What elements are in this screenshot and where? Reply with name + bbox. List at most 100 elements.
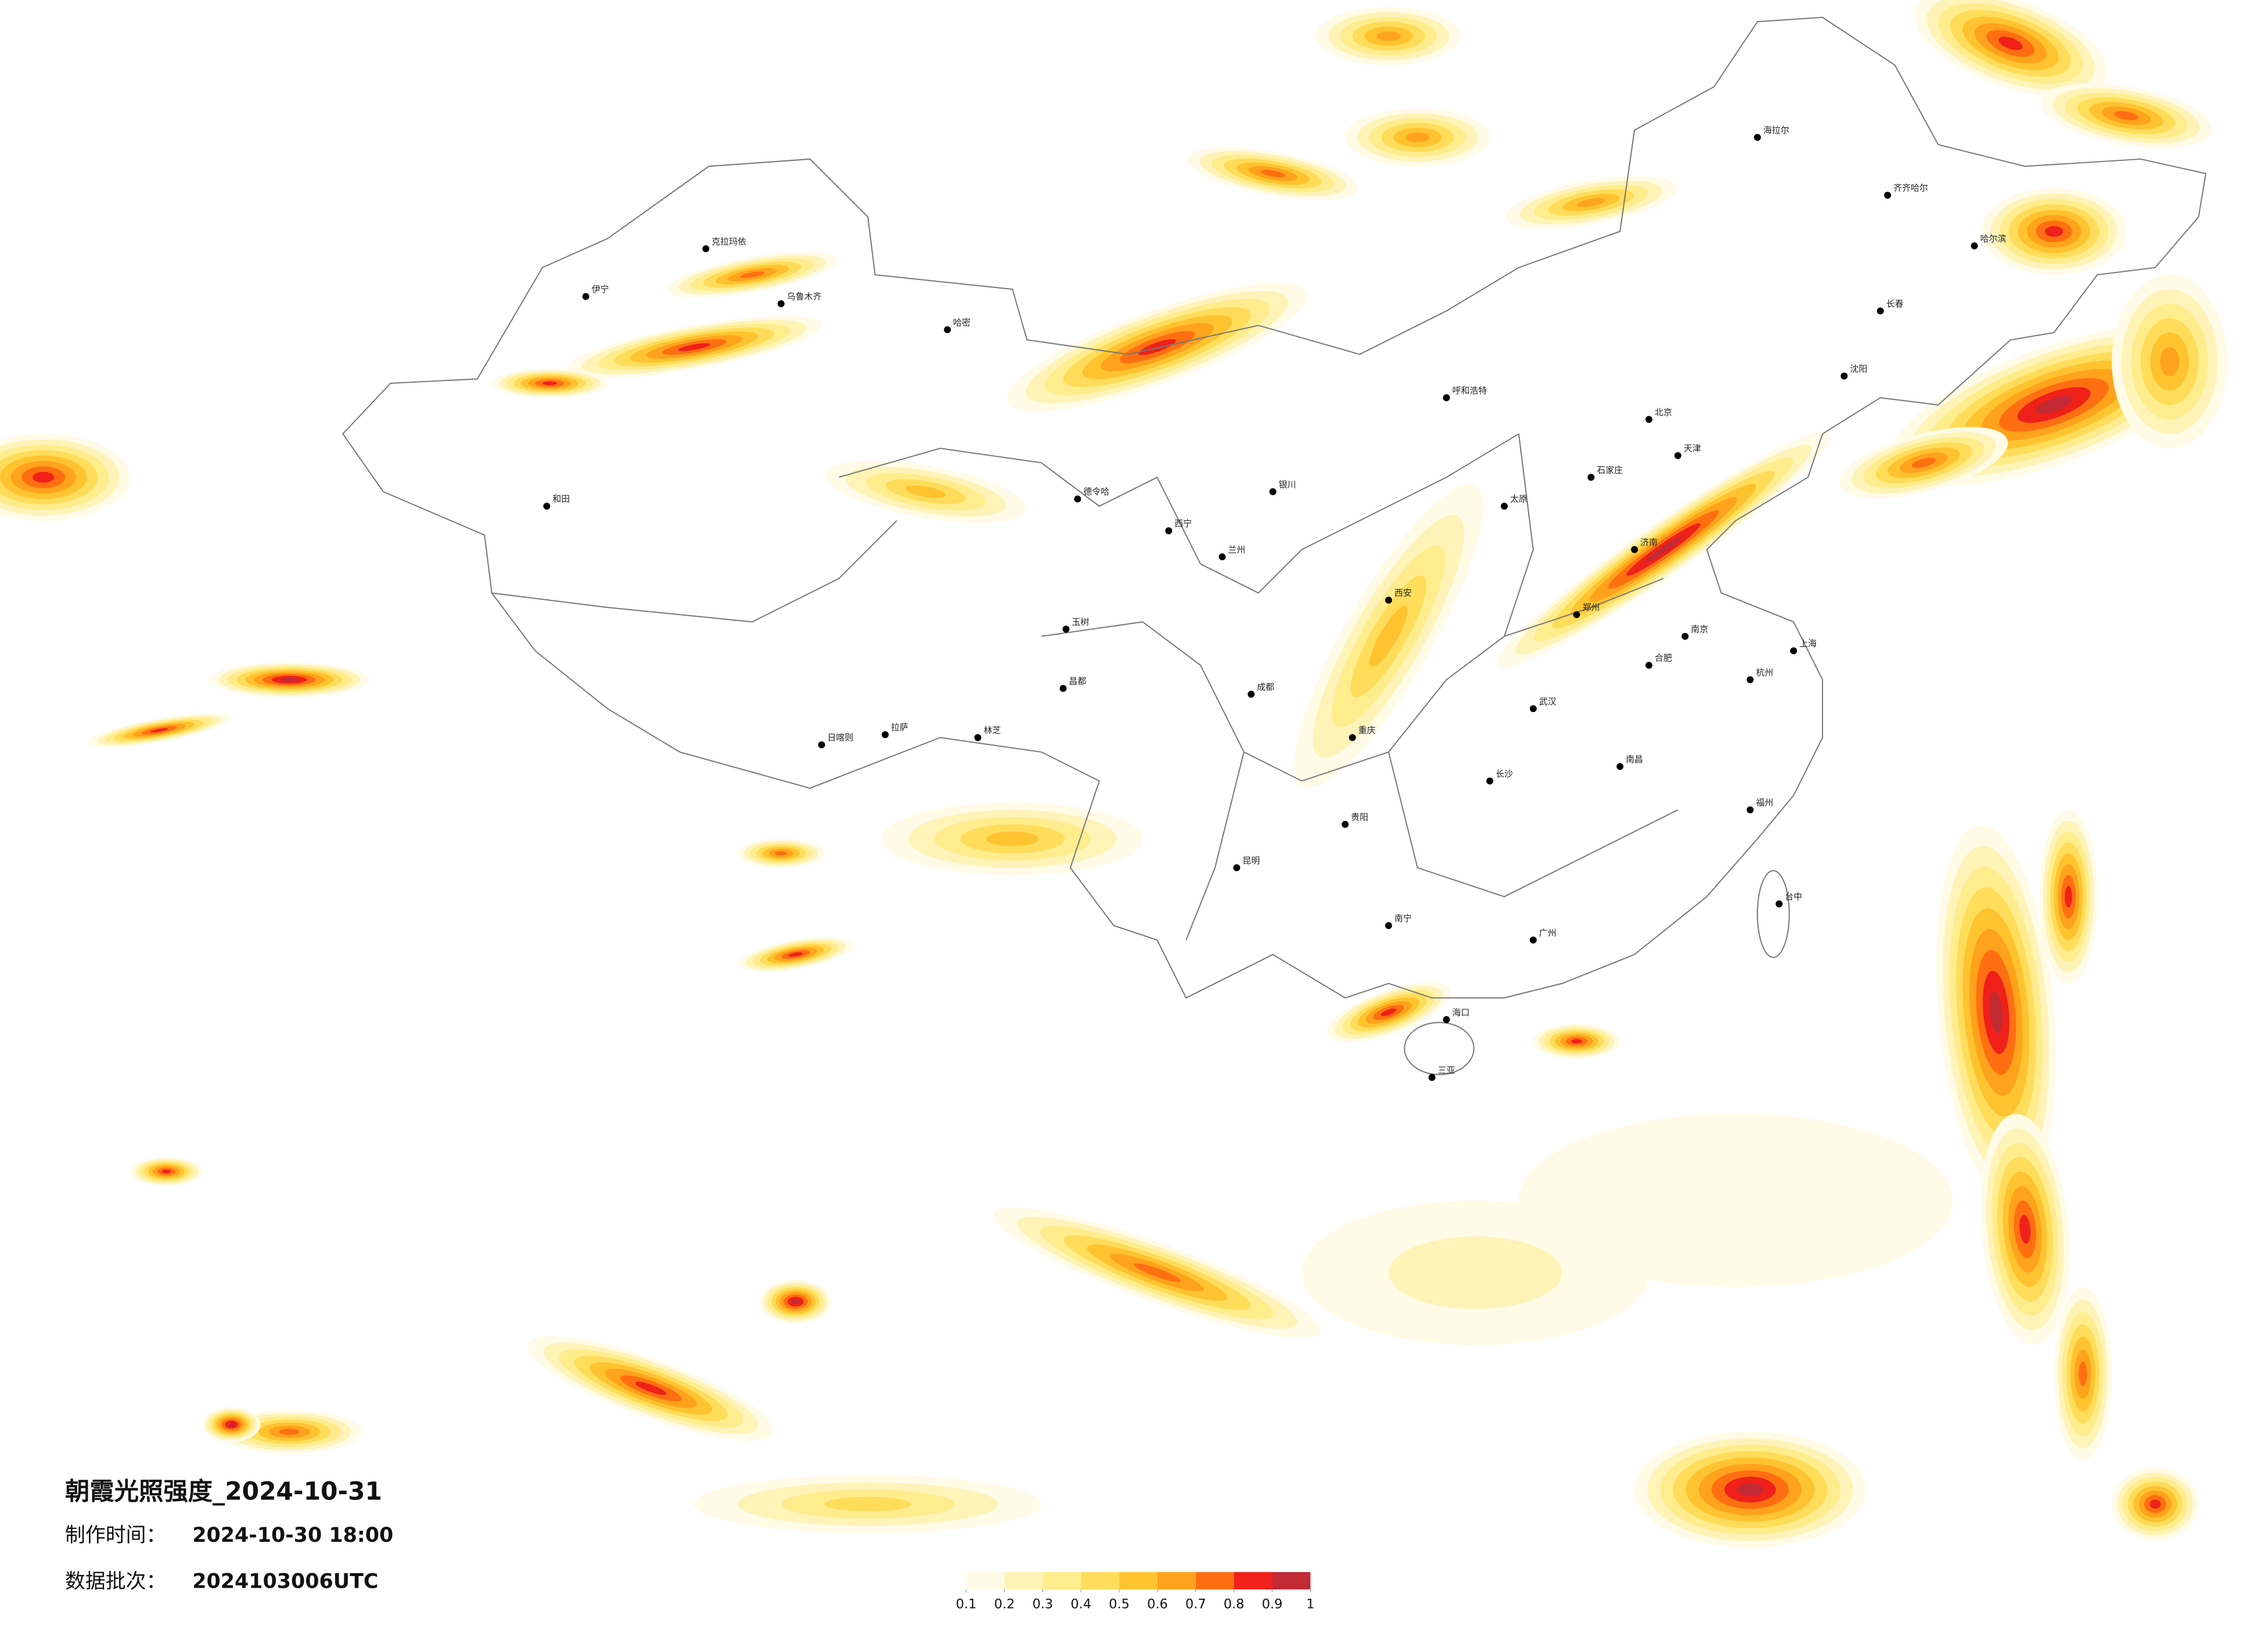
intensity-patch	[2079, 1361, 2087, 1387]
city-dot	[1074, 495, 1081, 503]
city-dot	[702, 245, 710, 253]
intensity-patch	[1260, 170, 1285, 178]
city-label: 乌鲁木齐	[787, 292, 822, 302]
city-dot	[1645, 416, 1653, 423]
intensity-patch	[986, 832, 1039, 846]
country-border	[342, 16, 2207, 999]
intensity-field	[0, 0, 2228, 1548]
city-label: 重庆	[1358, 725, 1376, 736]
legend-swatch	[1119, 1572, 1158, 1589]
city-label: 西宁	[1174, 519, 1192, 529]
intensity-patch	[150, 728, 168, 733]
city-label: 贵阳	[1351, 812, 1368, 822]
city-label: 克拉玛依	[711, 236, 746, 247]
intensity-patch	[824, 1497, 911, 1512]
city-dot	[944, 326, 951, 333]
intensity-patch	[1388, 1236, 1562, 1309]
city-label: 昆明	[1242, 855, 1260, 866]
intensity-patch	[775, 851, 788, 855]
city-label: 齐齐哈尔	[1893, 183, 1928, 193]
intensity-patch	[1989, 991, 2003, 1034]
city-dot	[1681, 632, 1689, 640]
legend-swatch	[1081, 1572, 1120, 1589]
city-dot	[1248, 690, 1255, 698]
city-dot	[1631, 546, 1638, 553]
legend-swatch	[1234, 1572, 1273, 1589]
legend-tick-label: 1	[1306, 1596, 1314, 1611]
city-label: 广州	[1539, 927, 1557, 938]
city-dot	[1385, 922, 1392, 929]
intensity-patch	[1998, 37, 2023, 51]
city-label: 海口	[1452, 1007, 1469, 1017]
city-label: 和田	[552, 494, 570, 504]
city-label: 福州	[1756, 797, 1773, 808]
city-dot	[1165, 527, 1173, 534]
city-dot	[1841, 372, 1848, 380]
city-label: 南京	[1691, 624, 1708, 634]
intensity-patch	[33, 472, 55, 483]
intensity-patch	[791, 1299, 800, 1304]
city-label: 德令哈	[1083, 487, 1109, 497]
legend-swatch	[1195, 1572, 1234, 1589]
city-dot	[1971, 242, 1978, 250]
city-label: 成都	[1257, 682, 1274, 692]
city-label: 哈密	[953, 317, 971, 328]
city-dot	[1746, 676, 1754, 684]
city-label: 天津	[1684, 443, 1701, 454]
intensity-patch	[788, 952, 803, 957]
city-dot	[1573, 611, 1580, 618]
intensity-patch	[1376, 31, 1401, 41]
intensity-patch	[1911, 458, 1936, 468]
city-dot	[777, 300, 785, 307]
city-label: 台中	[1785, 891, 1802, 902]
city-label: 西安	[1394, 588, 1412, 598]
city-dot	[582, 293, 590, 300]
intensity-patch	[678, 343, 711, 351]
city-label: 上海	[1799, 638, 1817, 649]
city-dot	[1342, 821, 1349, 828]
intensity-patch	[279, 1429, 300, 1435]
city-dot	[1587, 473, 1595, 481]
city-dot	[1674, 452, 1681, 459]
city-label: 北京	[1655, 407, 1672, 418]
legend-tick-label: 0.8	[1224, 1596, 1245, 1611]
city-dot	[1059, 685, 1067, 692]
intensity-patch	[2150, 1499, 2161, 1509]
city-dot	[1233, 864, 1241, 872]
city-label: 哈尔滨	[1980, 233, 2006, 244]
intensity-patch	[1134, 1263, 1181, 1282]
city-dot	[1349, 734, 1356, 742]
intensity-patch	[1518, 1113, 1953, 1287]
city-dot	[1529, 705, 1537, 713]
city-label: 长春	[1886, 298, 1904, 309]
city-label: 石家庄	[1597, 465, 1623, 475]
city-dot	[1062, 625, 1070, 633]
intensity-patch	[228, 1422, 235, 1427]
intensity-patch	[1138, 339, 1176, 355]
intensity-patch	[280, 678, 299, 682]
batch: 2024103006UTC	[192, 1570, 378, 1593]
legend: 0.1 0.2 0.3 0.4 0.5 0.6 0.7 0.8 0.9 1	[956, 1572, 1314, 1611]
city-dot	[1529, 936, 1537, 944]
borders	[342, 16, 2207, 1075]
made-time-label: 制作时间：	[65, 1524, 166, 1547]
intensity-patch	[2044, 226, 2063, 237]
intensity-patch	[1645, 536, 1682, 563]
legend-swatch	[1272, 1572, 1311, 1589]
intensity-patch	[2065, 886, 2072, 908]
city-dot	[1775, 900, 1783, 908]
intensity-patch	[1737, 1483, 1763, 1497]
city-label: 玉树	[1072, 617, 1089, 627]
city-label: 杭州	[1756, 667, 1773, 678]
city-label: 太原	[1510, 494, 1527, 504]
city-dot	[1753, 134, 1761, 141]
title: 朝霞光照强度_2024-10-31	[65, 1477, 382, 1506]
city-dot	[974, 734, 982, 742]
legend-tick-label: 0.3	[1033, 1596, 1054, 1611]
legend-swatch	[1004, 1572, 1043, 1589]
city-label: 南昌	[1626, 754, 1643, 764]
legend-tick-label: 0.9	[1262, 1596, 1283, 1611]
